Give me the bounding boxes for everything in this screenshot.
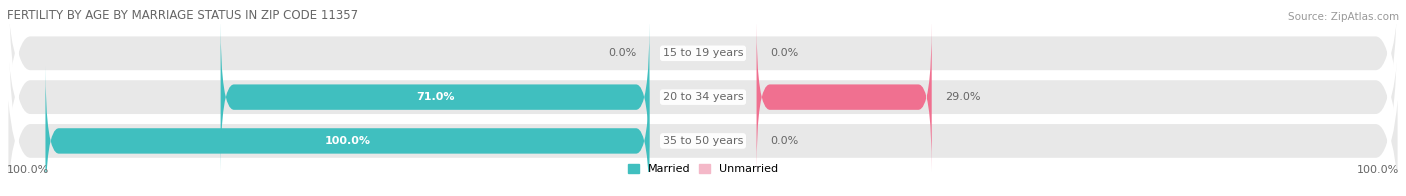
FancyBboxPatch shape: [7, 0, 1399, 188]
Text: 0.0%: 0.0%: [607, 48, 636, 58]
Text: 100.0%: 100.0%: [325, 136, 370, 146]
Text: 100.0%: 100.0%: [7, 165, 49, 175]
Text: 71.0%: 71.0%: [416, 92, 454, 102]
FancyBboxPatch shape: [221, 22, 650, 172]
FancyBboxPatch shape: [756, 22, 932, 172]
Text: 15 to 19 years: 15 to 19 years: [662, 48, 744, 58]
Text: 29.0%: 29.0%: [945, 92, 980, 102]
Text: 100.0%: 100.0%: [1357, 165, 1399, 175]
Text: 20 to 34 years: 20 to 34 years: [662, 92, 744, 102]
FancyBboxPatch shape: [7, 6, 1399, 196]
Text: FERTILITY BY AGE BY MARRIAGE STATUS IN ZIP CODE 11357: FERTILITY BY AGE BY MARRIAGE STATUS IN Z…: [7, 9, 357, 22]
Text: 0.0%: 0.0%: [770, 136, 799, 146]
FancyBboxPatch shape: [45, 66, 650, 196]
FancyBboxPatch shape: [7, 0, 1399, 196]
Legend: Married, Unmarried: Married, Unmarried: [627, 164, 779, 174]
Text: 0.0%: 0.0%: [770, 48, 799, 58]
Text: Source: ZipAtlas.com: Source: ZipAtlas.com: [1288, 12, 1399, 22]
Text: 35 to 50 years: 35 to 50 years: [662, 136, 744, 146]
